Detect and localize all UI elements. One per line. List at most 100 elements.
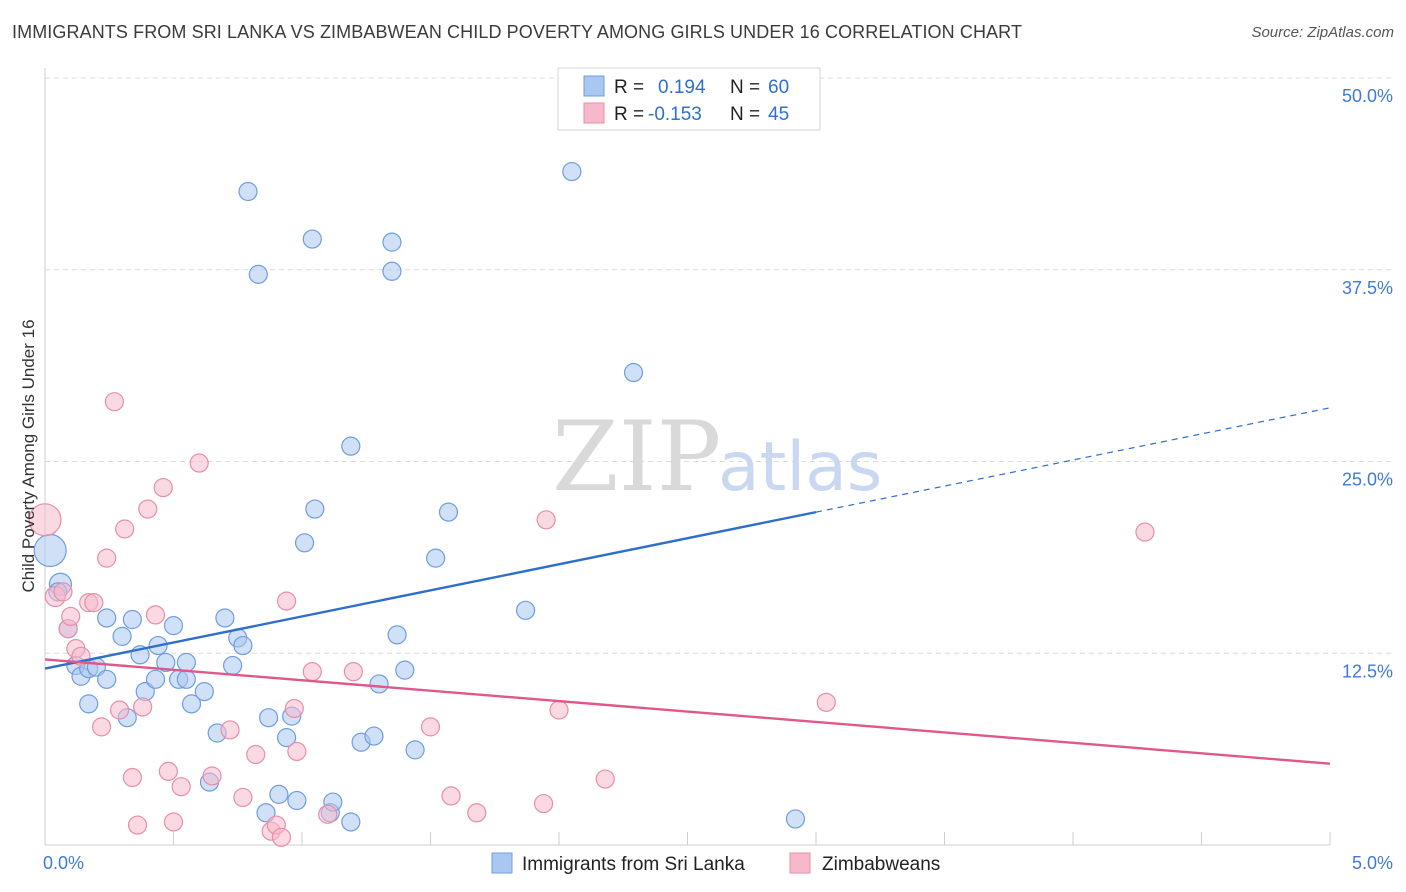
y-tick-label: 50.0% xyxy=(1342,86,1393,106)
legend-r-value: -0.153 xyxy=(648,104,702,125)
point-sri-lanka xyxy=(382,232,402,252)
point-zimbabweans xyxy=(343,662,363,682)
point-sri-lanka xyxy=(426,548,446,568)
point-sri-lanka xyxy=(215,608,235,628)
point-sri-lanka xyxy=(395,660,415,680)
trend-lines xyxy=(44,407,1331,765)
point-zimbabweans xyxy=(171,777,191,797)
point-sri-lanka xyxy=(122,609,142,630)
point-sri-lanka xyxy=(341,436,361,456)
point-zimbabweans xyxy=(109,700,130,720)
point-zimbabweans xyxy=(420,717,441,737)
point-sri-lanka xyxy=(364,726,384,746)
point-sri-lanka xyxy=(33,533,67,568)
point-zimbabweans xyxy=(595,769,615,789)
point-zimbabweans xyxy=(441,786,461,806)
point-sri-lanka xyxy=(305,499,325,519)
trend-line-sri-lanka xyxy=(44,510,817,670)
point-sri-lanka xyxy=(287,790,307,811)
point-zimbabweans xyxy=(97,548,117,568)
point-zimbabweans xyxy=(246,744,266,765)
point-sri-lanka xyxy=(181,694,202,714)
point-sri-lanka xyxy=(405,740,425,760)
point-sri-lanka xyxy=(302,229,322,249)
legend-swatch-sri-lanka xyxy=(583,75,605,97)
point-zimbabweans xyxy=(122,767,142,788)
point-zimbabweans xyxy=(220,720,240,740)
point-sri-lanka xyxy=(438,502,459,522)
point-zimbabweans xyxy=(104,392,124,412)
legend-r-label: R = xyxy=(614,104,644,125)
point-sri-lanka xyxy=(562,161,582,182)
point-zimbabweans xyxy=(145,605,166,625)
point-sri-lanka xyxy=(97,608,117,628)
point-sri-lanka xyxy=(112,626,132,646)
point-sri-lanka xyxy=(515,600,536,620)
legend-n-label: N = xyxy=(730,77,760,98)
point-zimbabweans xyxy=(153,477,173,498)
legend-r-label: R = xyxy=(614,77,644,98)
watermark-zip: ZIP xyxy=(552,401,721,513)
legend-swatch-zimbabweans xyxy=(583,102,605,124)
point-sri-lanka xyxy=(145,669,166,689)
point-zimbabweans xyxy=(536,510,556,530)
y-axis-label: Child Poverty Among Girls Under 16 xyxy=(19,319,38,592)
y-tick-label: 25.0% xyxy=(1342,470,1393,490)
point-zimbabweans xyxy=(84,593,104,613)
point-sri-lanka xyxy=(156,652,176,673)
tick-labels: 12.5% 25.0% 37.5% 50.0% 0.0% 5.0% xyxy=(43,86,1393,873)
trend-line-zimbabweans xyxy=(44,658,1331,765)
point-sri-lanka xyxy=(176,669,196,689)
chart-title: IMMIGRANTS FROM SRI LANKA VS ZIMBABWEAN … xyxy=(12,22,1023,42)
point-zimbabweans xyxy=(115,519,135,539)
point-zimbabweans xyxy=(302,662,322,682)
x-tick-label: 5.0% xyxy=(1352,853,1393,873)
grid-lines xyxy=(45,77,1392,654)
point-sri-lanka xyxy=(623,362,644,383)
point-sri-lanka xyxy=(341,812,361,832)
point-zimbabweans xyxy=(91,717,112,737)
chart-source: Source: ZipAtlas.com xyxy=(1251,24,1394,41)
point-zimbabweans xyxy=(318,804,338,824)
series-legend: Immigrants from Sri Lanka Zimbabweans xyxy=(491,852,940,875)
point-sri-lanka xyxy=(233,635,253,656)
series-legend-label-sri-lanka: Immigrants from Sri Lanka xyxy=(522,854,745,875)
point-sri-lanka xyxy=(294,533,315,553)
point-zimbabweans xyxy=(276,591,297,611)
point-zimbabweans xyxy=(549,700,569,720)
legend-n-value: 45 xyxy=(768,104,789,125)
x-tick-label: 0.0% xyxy=(43,853,84,873)
point-zimbabweans xyxy=(189,453,209,473)
y-tick-label: 37.5% xyxy=(1342,278,1393,298)
point-zimbabweans xyxy=(271,827,292,847)
point-sri-lanka xyxy=(369,674,389,694)
point-zimbabweans xyxy=(1135,522,1155,542)
series-legend-label-zimbabweans: Zimbabweans xyxy=(822,854,940,875)
point-sri-lanka xyxy=(194,681,214,702)
legend-n-label: N = xyxy=(730,104,760,125)
data-points xyxy=(28,161,1155,847)
point-sri-lanka xyxy=(256,803,276,823)
point-zimbabweans xyxy=(287,741,307,762)
point-zimbabweans xyxy=(467,803,487,823)
point-zimbabweans xyxy=(233,787,253,808)
watermark-atlas: atlas xyxy=(718,428,882,507)
point-zimbabweans xyxy=(163,812,184,832)
point-sri-lanka xyxy=(276,728,297,748)
point-zimbabweans xyxy=(28,503,62,537)
point-zimbabweans xyxy=(816,692,836,712)
point-sri-lanka xyxy=(223,655,243,676)
axes xyxy=(44,68,1331,846)
point-zimbabweans xyxy=(533,793,554,814)
point-zimbabweans xyxy=(133,697,153,717)
legend-n-value: 60 xyxy=(768,77,789,98)
point-sri-lanka xyxy=(79,694,99,714)
series-legend-swatch-sri-lanka xyxy=(491,852,513,874)
point-sri-lanka xyxy=(97,669,117,689)
point-sri-lanka xyxy=(785,809,806,829)
point-zimbabweans xyxy=(284,698,304,719)
legend-r-value: 0.194 xyxy=(658,77,706,98)
point-zimbabweans xyxy=(202,766,222,786)
point-sri-lanka xyxy=(163,616,184,636)
